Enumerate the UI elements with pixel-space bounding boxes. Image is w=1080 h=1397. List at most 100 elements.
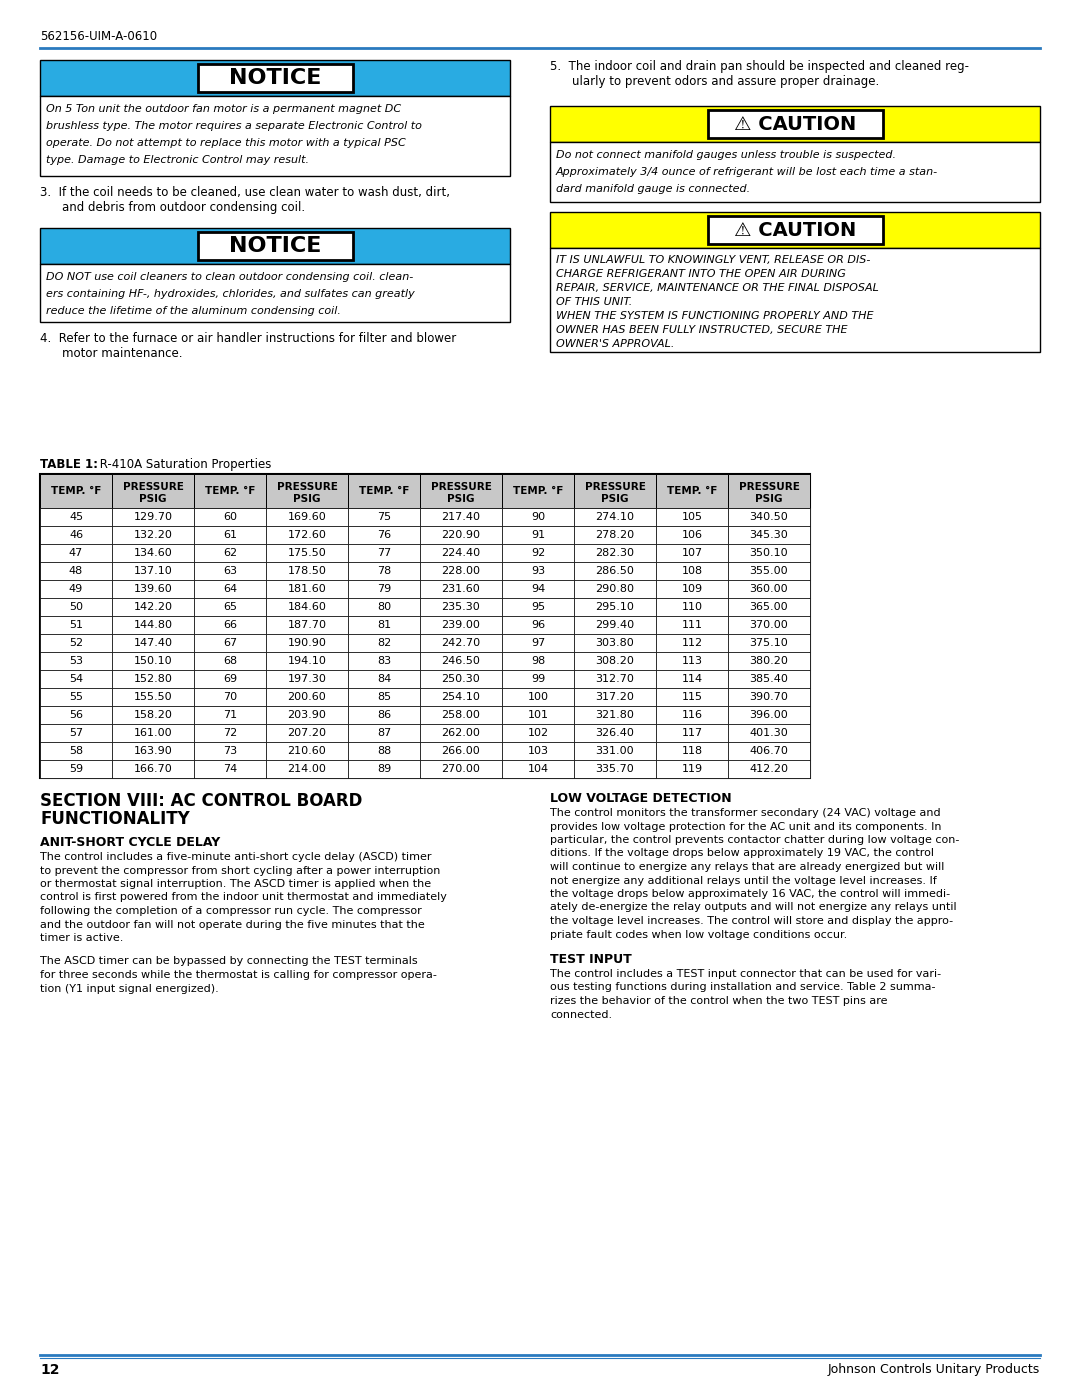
Text: PRESSURE: PRESSURE [276, 482, 337, 492]
Text: 134.60: 134.60 [134, 548, 173, 557]
Bar [573, 616, 656, 634]
Text: 67: 67 [222, 638, 238, 648]
Text: 207.20: 207.20 [287, 728, 326, 738]
Text: 375.10: 375.10 [750, 638, 788, 648]
Bar [112, 562, 194, 580]
Text: 109: 109 [681, 584, 703, 594]
Bar [656, 687, 728, 705]
Bar [266, 705, 348, 724]
Bar [728, 474, 810, 509]
Text: 270.00: 270.00 [442, 764, 481, 774]
Bar [266, 616, 348, 634]
Text: 55: 55 [69, 692, 83, 703]
Bar [656, 562, 728, 580]
Bar [112, 687, 194, 705]
Text: 224.40: 224.40 [442, 548, 481, 557]
Text: 365.00: 365.00 [750, 602, 788, 612]
Bar [550, 142, 1040, 203]
Bar [707, 217, 882, 244]
Text: 88: 88 [377, 746, 391, 756]
Text: 203.90: 203.90 [287, 710, 326, 719]
Bar [502, 671, 573, 687]
Bar [112, 760, 194, 778]
Bar [502, 634, 573, 652]
Bar [502, 543, 573, 562]
Bar [728, 598, 810, 616]
Bar [40, 580, 112, 598]
Text: 108: 108 [681, 566, 703, 576]
Bar [348, 580, 420, 598]
Text: 51: 51 [69, 620, 83, 630]
Text: 385.40: 385.40 [750, 673, 788, 685]
Bar [198, 232, 352, 260]
Text: operate. Do not attempt to replace this motor with a typical PSC: operate. Do not attempt to replace this … [46, 138, 406, 148]
Bar [728, 760, 810, 778]
Bar [573, 652, 656, 671]
Text: 299.40: 299.40 [595, 620, 635, 630]
Text: Do not connect manifold gauges unless trouble is suspected.: Do not connect manifold gauges unless tr… [556, 149, 896, 161]
Text: brushless type. The motor requires a separate Electronic Control to: brushless type. The motor requires a sep… [46, 122, 422, 131]
Bar [420, 527, 502, 543]
Text: OWNER HAS BEEN FULLY INSTRUCTED, SECURE THE: OWNER HAS BEEN FULLY INSTRUCTED, SECURE … [556, 326, 848, 335]
Text: 217.40: 217.40 [442, 511, 481, 522]
Text: not energize any additional relays until the voltage level increases. If: not energize any additional relays until… [550, 876, 936, 886]
Bar [40, 687, 112, 705]
Bar [656, 652, 728, 671]
Text: 83: 83 [377, 657, 391, 666]
Bar [573, 760, 656, 778]
Bar [194, 652, 266, 671]
Text: 65: 65 [222, 602, 237, 612]
Text: priate fault codes when low voltage conditions occur.: priate fault codes when low voltage cond… [550, 929, 847, 940]
Bar [573, 598, 656, 616]
Text: The control monitors the transformer secondary (24 VAC) voltage and: The control monitors the transformer sec… [550, 807, 941, 819]
Text: 345.30: 345.30 [750, 529, 788, 541]
Text: 250.30: 250.30 [442, 673, 481, 685]
Bar [194, 742, 266, 760]
Text: for three seconds while the thermostat is calling for compressor opera-: for three seconds while the thermostat i… [40, 970, 437, 981]
Text: and debris from outdoor condensing coil.: and debris from outdoor condensing coil. [62, 201, 306, 214]
Bar [40, 742, 112, 760]
Bar [656, 742, 728, 760]
Text: 396.00: 396.00 [750, 710, 788, 719]
Bar [40, 96, 510, 176]
Bar [656, 724, 728, 742]
Bar [656, 634, 728, 652]
Bar [194, 760, 266, 778]
Bar [573, 634, 656, 652]
Text: 54: 54 [69, 673, 83, 685]
Bar [194, 687, 266, 705]
Bar [502, 760, 573, 778]
Bar [348, 543, 420, 562]
Text: 147.40: 147.40 [134, 638, 173, 648]
Text: PSIG: PSIG [294, 495, 321, 504]
Text: The ASCD timer can be bypassed by connecting the TEST terminals: The ASCD timer can be bypassed by connec… [40, 957, 418, 967]
Bar [502, 509, 573, 527]
Text: 85: 85 [377, 692, 391, 703]
Text: PSIG: PSIG [139, 495, 166, 504]
Bar [420, 652, 502, 671]
Text: 158.20: 158.20 [134, 710, 173, 719]
Text: REPAIR, SERVICE, MAINTENANCE OR THE FINAL DISPOSAL: REPAIR, SERVICE, MAINTENANCE OR THE FINA… [556, 284, 879, 293]
Bar [194, 724, 266, 742]
Text: 94: 94 [531, 584, 545, 594]
Text: 81: 81 [377, 620, 391, 630]
Text: 63: 63 [222, 566, 237, 576]
Text: Johnson Controls Unitary Products: Johnson Controls Unitary Products [827, 1363, 1040, 1376]
Bar [194, 562, 266, 580]
Text: 321.80: 321.80 [595, 710, 634, 719]
Text: TEMP. °F: TEMP. °F [205, 486, 255, 496]
Bar [420, 543, 502, 562]
Text: 406.70: 406.70 [750, 746, 788, 756]
Text: 340.50: 340.50 [750, 511, 788, 522]
Bar [502, 742, 573, 760]
Text: 163.90: 163.90 [134, 746, 173, 756]
Text: or thermostat signal interruption. The ASCD timer is applied when the: or thermostat signal interruption. The A… [40, 879, 431, 888]
Text: On 5 Ton unit the outdoor fan motor is a permanent magnet DC: On 5 Ton unit the outdoor fan motor is a… [46, 103, 401, 115]
Bar [728, 543, 810, 562]
Text: 274.10: 274.10 [595, 511, 635, 522]
Text: PSIG: PSIG [602, 495, 629, 504]
Bar [348, 705, 420, 724]
Text: 303.80: 303.80 [596, 638, 634, 648]
Bar [550, 212, 1040, 249]
Text: 282.30: 282.30 [595, 548, 635, 557]
